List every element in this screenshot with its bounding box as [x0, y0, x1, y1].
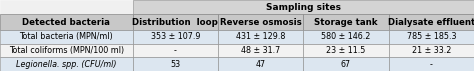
Bar — [0, 0, 133, 14]
Bar — [133, 30, 218, 44]
Bar — [218, 57, 303, 71]
Bar — [133, 14, 218, 30]
Text: 67: 67 — [341, 60, 351, 69]
Text: Total bacteria (MPN/ml): Total bacteria (MPN/ml) — [19, 32, 113, 41]
Text: -: - — [430, 60, 433, 69]
Text: 431 ± 129.8: 431 ± 129.8 — [236, 32, 285, 41]
Bar — [389, 57, 474, 71]
Bar — [133, 44, 218, 57]
Bar — [133, 0, 474, 14]
Bar — [389, 30, 474, 44]
Text: 21 ± 33.2: 21 ± 33.2 — [411, 46, 451, 55]
Bar — [0, 14, 133, 30]
Text: Storage tank: Storage tank — [314, 18, 378, 27]
Text: 47: 47 — [255, 60, 266, 69]
Bar — [303, 14, 389, 30]
Bar — [0, 30, 133, 44]
Text: 23 ± 11.5: 23 ± 11.5 — [326, 46, 366, 55]
Bar — [389, 44, 474, 57]
Bar — [0, 57, 133, 71]
Text: Legionella. spp. (CFU/ml): Legionella. spp. (CFU/ml) — [16, 60, 117, 69]
Text: Sampling sites: Sampling sites — [266, 3, 341, 12]
Bar — [133, 57, 218, 71]
Text: Detected bacteria: Detected bacteria — [22, 18, 110, 27]
Text: 48 ± 31.7: 48 ± 31.7 — [241, 46, 280, 55]
Bar — [303, 30, 389, 44]
Text: Reverse osmosis: Reverse osmosis — [220, 18, 301, 27]
Text: 580 ± 146.2: 580 ± 146.2 — [321, 32, 371, 41]
Bar — [218, 44, 303, 57]
Text: -: - — [174, 46, 177, 55]
Text: Total coliforms (MPN/100 ml): Total coliforms (MPN/100 ml) — [9, 46, 124, 55]
Text: Dialysate effluent: Dialysate effluent — [388, 18, 474, 27]
Bar — [0, 44, 133, 57]
Bar — [218, 30, 303, 44]
Text: 353 ± 107.9: 353 ± 107.9 — [151, 32, 200, 41]
Text: 53: 53 — [170, 60, 181, 69]
Bar — [218, 14, 303, 30]
Bar — [389, 14, 474, 30]
Text: Distribution  loop: Distribution loop — [132, 18, 219, 27]
Bar — [303, 44, 389, 57]
Text: 785 ± 185.3: 785 ± 185.3 — [407, 32, 456, 41]
Bar — [303, 57, 389, 71]
